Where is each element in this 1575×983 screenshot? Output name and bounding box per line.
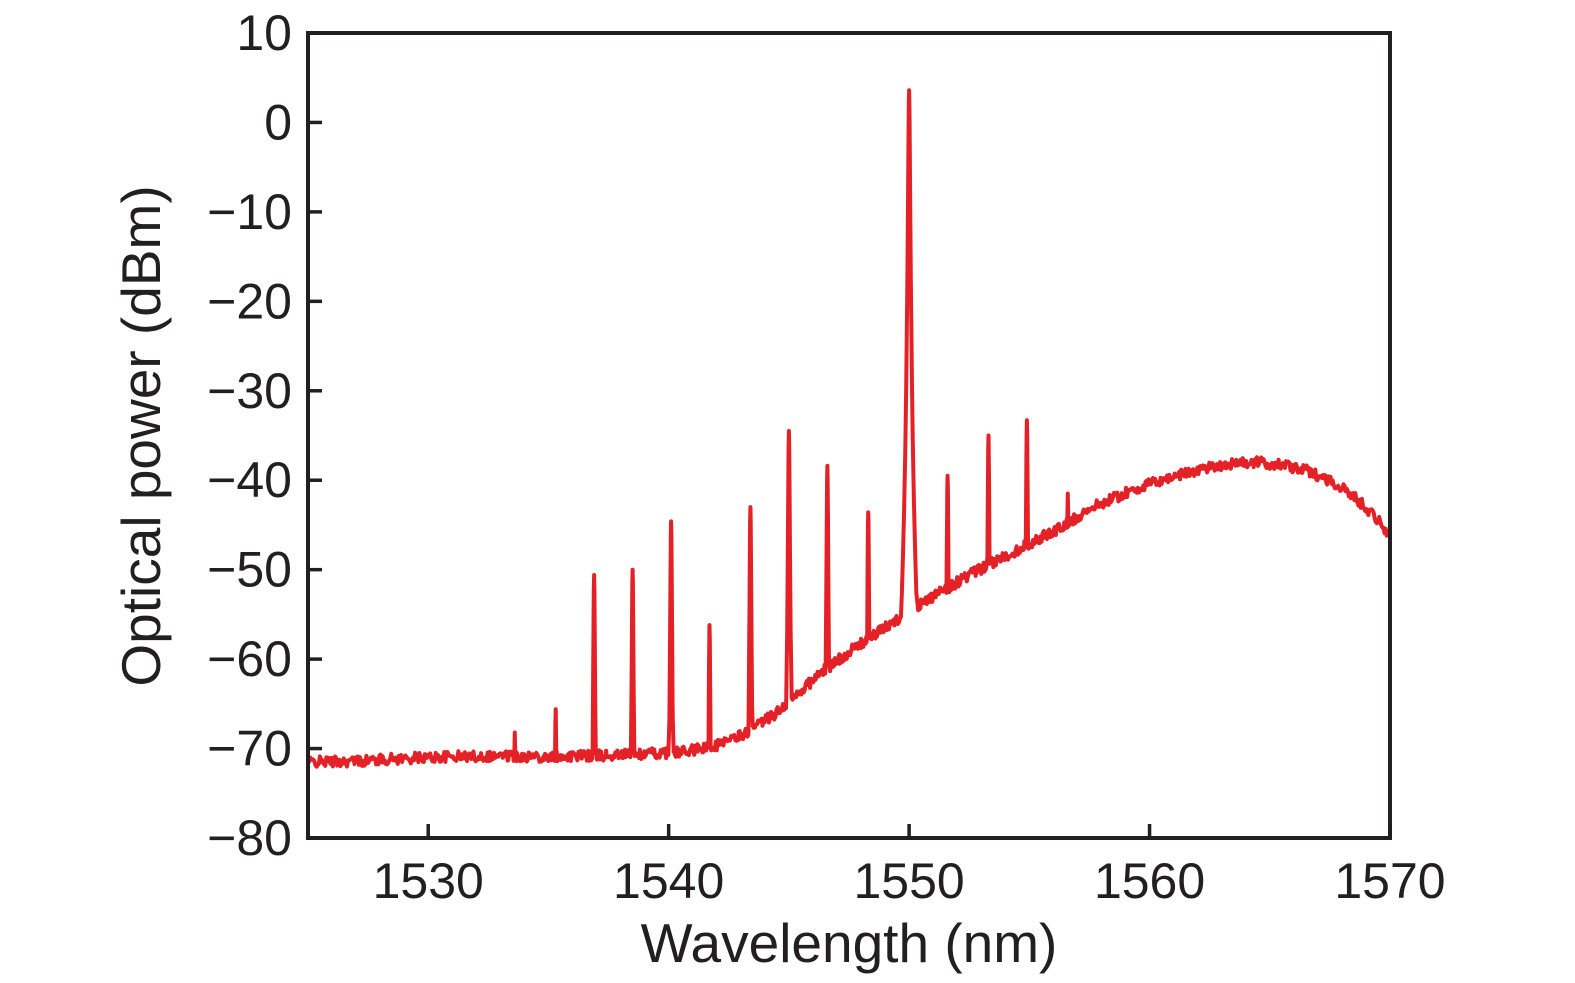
y-tick-label: −30 (207, 363, 292, 419)
spectrum-curve (306, 88, 1392, 769)
x-tick-label: 1560 (1094, 853, 1205, 909)
x-tick-label: 1530 (373, 853, 484, 909)
y-tick-label: −60 (207, 631, 292, 687)
x-tick-label: 1550 (853, 853, 964, 909)
x-axis-label: Wavelength (nm) (641, 912, 1058, 974)
y-tick-label: −80 (207, 810, 292, 866)
y-axis-ticks (308, 31, 322, 840)
x-axis-ticks (426, 824, 1392, 838)
x-tick-label: 1540 (613, 853, 724, 909)
y-tick-label: −20 (207, 273, 292, 329)
y-tick-label: −10 (207, 184, 292, 240)
x-tick-label: 1570 (1334, 853, 1445, 909)
y-axis-label: Optical power (dBm) (110, 185, 172, 686)
y-tick-label: 0 (264, 94, 292, 150)
plot-frame (306, 31, 1392, 840)
y-tick-label: −40 (207, 452, 292, 508)
y-axis-tick-labels: 10 0 −10 −20 −30 −40 −50 −60 −70 −80 (207, 5, 292, 866)
y-tick-label: −70 (207, 721, 292, 777)
y-tick-label: −50 (207, 542, 292, 598)
y-tick-label: 10 (236, 5, 292, 61)
x-axis-tick-labels: 1530 1540 1550 1560 1570 (373, 853, 1446, 909)
